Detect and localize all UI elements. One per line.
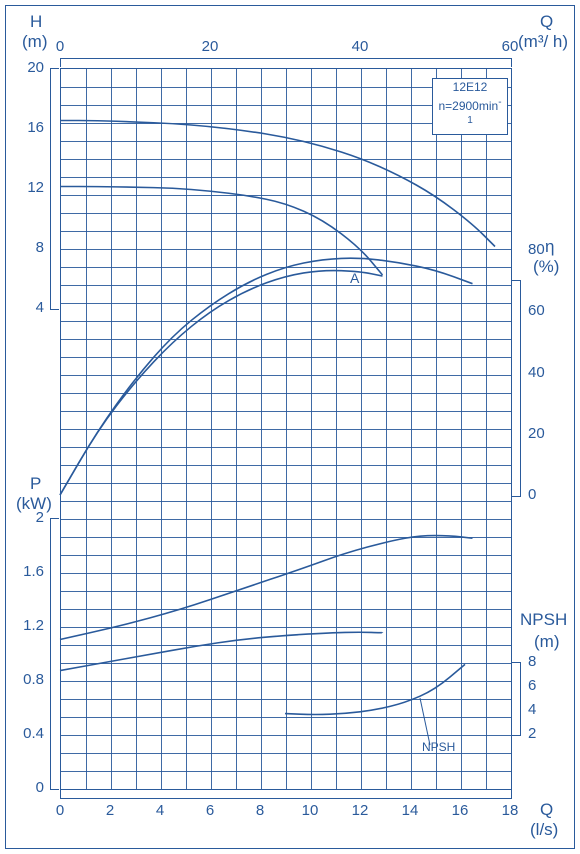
tick-label: 1.6: [14, 563, 44, 580]
tick-label: 0: [14, 779, 44, 796]
tick-label: 18: [502, 802, 519, 819]
axis-P-bracket: [50, 518, 59, 790]
tick-label: 20: [528, 425, 545, 442]
axis-Qbot-unit: (l/s): [530, 820, 558, 840]
info-box: 12E12 n=2900min-1: [432, 78, 508, 135]
tick-label: 14: [402, 802, 419, 819]
tick-label: 0: [528, 486, 536, 503]
tick-label: 1.2: [14, 617, 44, 634]
curve-label-A: A: [350, 270, 359, 286]
tick-label: 0.4: [14, 725, 44, 742]
tick-label: 0: [56, 802, 64, 819]
tick-label: 60: [502, 38, 519, 55]
axis-Qtop-unit: (m³/ h): [518, 32, 568, 52]
tick-label: 6: [528, 677, 536, 694]
tick-label: 12: [352, 802, 369, 819]
tick-label: 40: [352, 38, 369, 55]
axis-H-label: H: [30, 12, 42, 32]
axis-Qbot-bracket: [60, 790, 512, 799]
info-line2: n=2900min-1: [437, 96, 503, 133]
tick-label: 4: [156, 802, 164, 819]
tick-label: 0.8: [14, 671, 44, 688]
tick-label: 2: [528, 725, 536, 742]
chart-container: 12E12 n=2900min-1 H (m) Q (m³/ h) η (%) …: [0, 0, 580, 854]
tick-label: 12: [14, 179, 44, 196]
axis-NPSH-bracket: [512, 662, 521, 736]
tick-label: 4: [528, 701, 536, 718]
axis-H-unit: (m): [22, 32, 47, 52]
axis-NPSH-label: NPSH: [520, 610, 567, 630]
plot-area: [60, 68, 512, 790]
tick-label: 60: [528, 302, 545, 319]
tick-label: 2: [106, 802, 114, 819]
tick-label: 20: [14, 59, 44, 76]
tick-label: 8: [528, 653, 536, 670]
axis-Qtop-bracket: [60, 58, 512, 67]
tick-label: 8: [256, 802, 264, 819]
axis-eta-bracket: [512, 280, 521, 497]
axis-P-label: P: [30, 474, 41, 494]
tick-label: 0: [56, 38, 64, 55]
tick-label: 40: [528, 364, 545, 381]
tick-label: 4: [14, 299, 44, 316]
tick-label: 16: [14, 119, 44, 136]
curve-label-NPSH: NPSH: [422, 740, 455, 754]
tick-label: 6: [206, 802, 214, 819]
tick-label: 10: [302, 802, 319, 819]
info-line1: 12E12: [437, 80, 503, 96]
tick-label: 16: [452, 802, 469, 819]
tick-label: 80: [528, 241, 545, 258]
axis-H-bracket: [50, 68, 59, 310]
axis-NPSH-unit: (m): [534, 632, 559, 652]
tick-label: 2: [14, 509, 44, 526]
tick-label: 20: [202, 38, 219, 55]
tick-label: 8: [14, 239, 44, 256]
axis-Qtop-label: Q: [540, 12, 553, 32]
axis-Qbot-label: Q: [540, 800, 553, 820]
axis-eta-label: η: [545, 237, 554, 257]
axis-eta-unit: (%): [533, 257, 559, 277]
